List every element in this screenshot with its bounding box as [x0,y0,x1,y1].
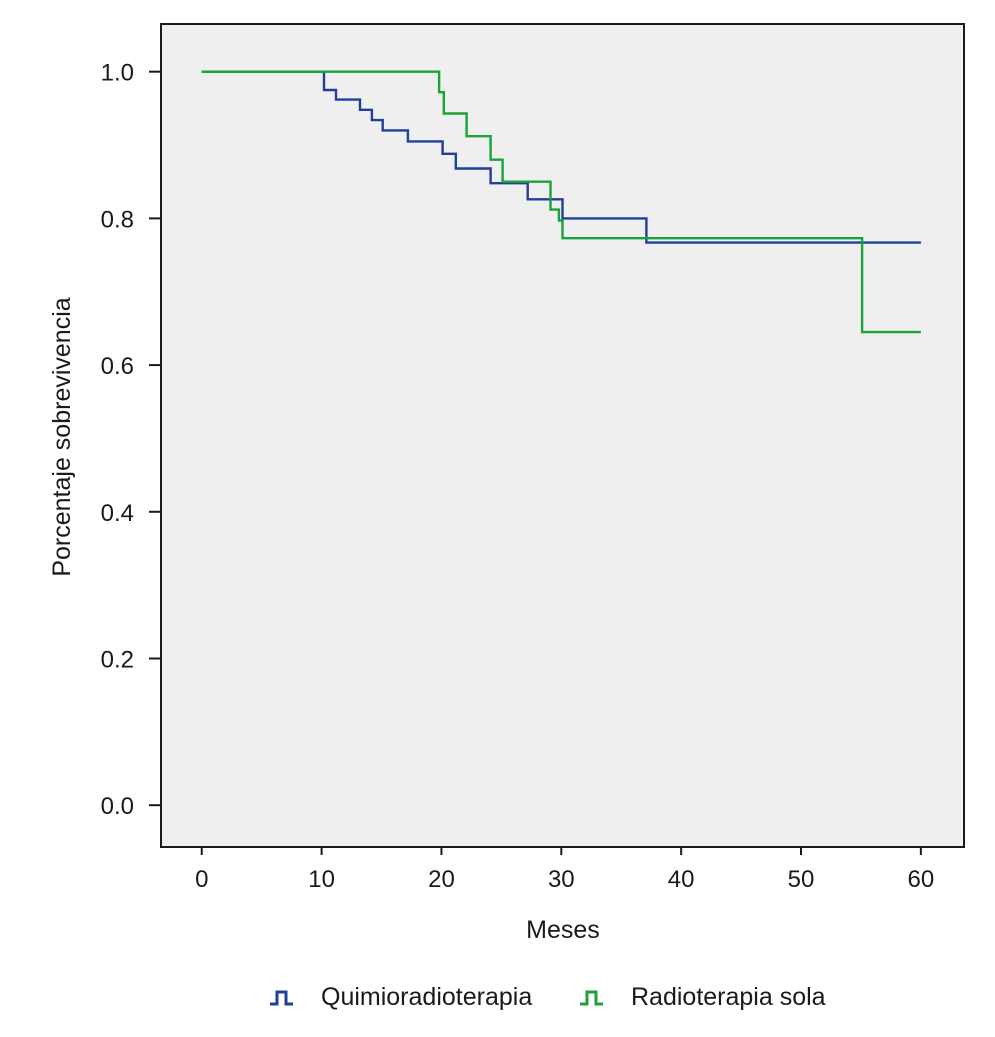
series-line-2 [201,70,921,334]
x-axis-title: Meses [526,916,600,944]
series-layer [201,70,921,334]
y-tick-label: 0.8 [101,206,134,233]
y-axis-title: Porcentaje sobrevivencia [48,297,76,576]
y-tick-label: 0.6 [101,353,134,380]
legend-swatch-2 [580,990,603,1006]
legend-label-2: Radioterapia sola [631,983,826,1011]
legend-label-1: Quimioradioterapia [321,983,532,1011]
x-tick-label: 50 [788,866,815,893]
x-tick-label: 10 [308,866,335,893]
y-tick-label: 1.0 [101,60,134,87]
y-axis: 0.0 0.2 0.4 0.6 0.8 1.0 [101,60,161,820]
y-tick-label: 0.4 [101,500,134,527]
x-tick-label: 0 [195,866,208,893]
y-tick-label: 0.0 [101,793,134,820]
legend: Quimioradioterapia Radioterapia sola [270,983,826,1011]
x-tick-label: 20 [428,866,455,893]
x-axis: 0 10 20 30 40 50 60 [195,847,934,893]
y-tick-label: 0.2 [101,646,134,673]
plot-area [160,23,965,848]
x-tick-label: 30 [548,866,575,893]
x-tick-label: 40 [668,866,695,893]
legend-swatch-1 [270,990,293,1006]
x-tick-label: 60 [908,866,935,893]
